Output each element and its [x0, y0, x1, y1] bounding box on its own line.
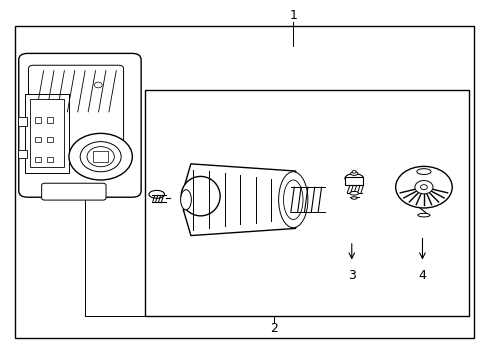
Circle shape [395, 166, 451, 208]
Ellipse shape [181, 176, 220, 216]
Ellipse shape [344, 174, 363, 183]
Ellipse shape [350, 197, 356, 199]
Bar [15, 26, 473, 338]
Circle shape [80, 141, 121, 172]
Circle shape [94, 82, 102, 88]
FancyBboxPatch shape [41, 183, 106, 200]
Circle shape [87, 147, 114, 167]
Bar [35, 137, 41, 142]
Circle shape [414, 180, 432, 194]
Text: 2: 2 [269, 322, 277, 335]
Ellipse shape [283, 180, 303, 220]
Ellipse shape [180, 190, 191, 210]
Bar [47, 157, 53, 162]
Bar [93, 151, 108, 162]
Bar [35, 117, 41, 123]
Bar [18, 117, 26, 126]
Circle shape [351, 170, 355, 173]
Bar [344, 177, 363, 185]
Ellipse shape [149, 190, 164, 198]
Bar [18, 149, 26, 158]
Bar [144, 90, 468, 316]
Bar [47, 137, 53, 142]
Ellipse shape [350, 172, 357, 175]
Circle shape [69, 134, 132, 180]
FancyBboxPatch shape [19, 53, 141, 197]
Bar [35, 157, 41, 162]
Ellipse shape [416, 169, 430, 175]
Ellipse shape [278, 172, 307, 228]
Ellipse shape [417, 213, 429, 217]
Bar [30, 99, 64, 167]
Bar [47, 117, 53, 123]
Bar [25, 94, 69, 173]
Circle shape [420, 185, 427, 190]
Text: 4: 4 [418, 269, 426, 282]
Text: 1: 1 [289, 9, 297, 22]
Text: 3: 3 [347, 269, 355, 282]
FancyBboxPatch shape [28, 65, 123, 151]
Ellipse shape [349, 192, 358, 195]
